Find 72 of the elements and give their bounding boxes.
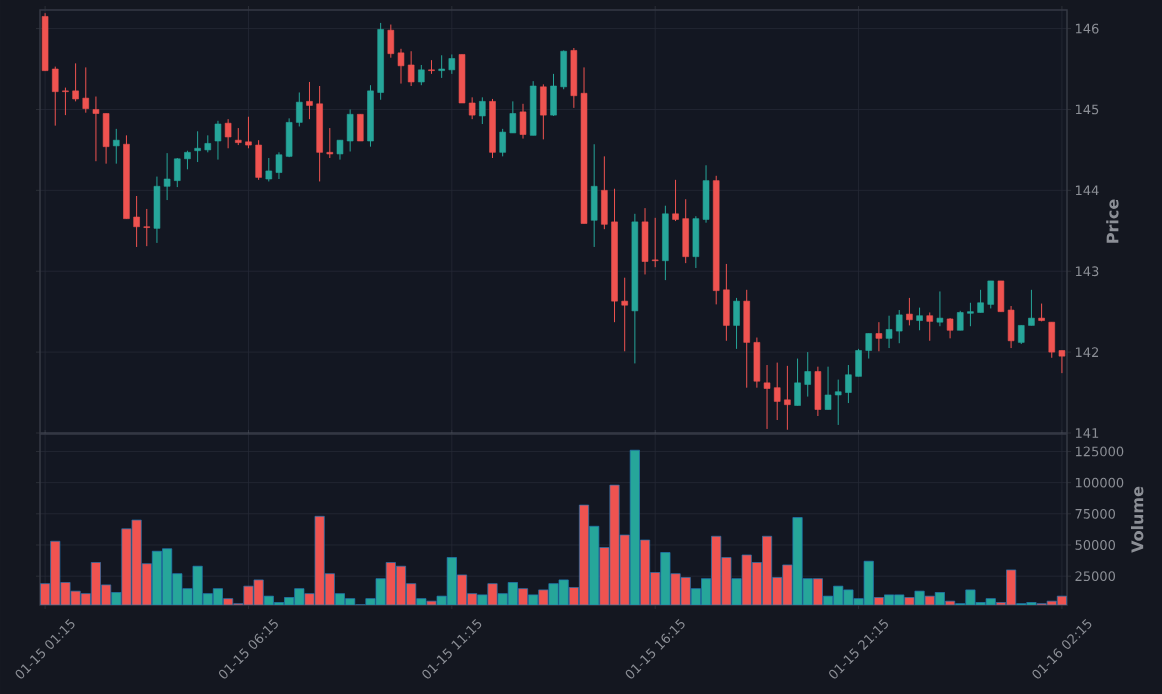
candlestick [895, 309, 903, 344]
candlestick [438, 54, 445, 79]
candlestick [72, 62, 79, 102]
candlestick [875, 321, 883, 352]
candlestick [845, 364, 852, 404]
candlestick [1018, 324, 1025, 345]
candlestick [519, 103, 527, 140]
candlestick [784, 365, 791, 431]
y-tick-label: 146 [1075, 23, 1099, 34]
candlestick [407, 50, 415, 87]
candlestick [1028, 289, 1035, 326]
candlestick [92, 96, 100, 162]
candlestick [834, 379, 842, 426]
candlestick [479, 96, 486, 125]
candlestick [773, 362, 781, 421]
candlestick [113, 128, 120, 165]
candlestick [672, 179, 679, 222]
candlestick [885, 315, 893, 349]
candlestick [499, 128, 506, 157]
candlestick [306, 81, 313, 120]
candlestick [509, 100, 517, 134]
candlestick [275, 151, 283, 180]
candlestick [52, 66, 59, 127]
candlestick [326, 127, 334, 159]
y-axis-title: Price [1106, 199, 1119, 243]
y-tick-label: 145 [1075, 104, 1099, 115]
candlestick [865, 333, 872, 360]
candlestick [62, 87, 69, 116]
candlestick [957, 310, 964, 331]
candlestick [1058, 349, 1066, 374]
candlestick [946, 317, 954, 339]
candlestick [987, 280, 994, 309]
candlestick [936, 290, 944, 327]
candlestick [184, 150, 191, 170]
candlestick [916, 307, 923, 331]
candlestick [163, 152, 171, 201]
candlestick [763, 364, 771, 430]
candlestick [336, 139, 344, 161]
candlestick [804, 351, 811, 398]
candlestick [468, 96, 476, 120]
candlestick [224, 118, 232, 149]
y-tick-label: 141 [1075, 428, 1099, 438]
candlestick [967, 302, 974, 327]
y-tick-label: 75000 [1075, 508, 1116, 519]
candlestick [387, 24, 395, 59]
candlestick [265, 157, 273, 182]
y-tick-label: 142 [1075, 347, 1099, 357]
y-tick-label: 50000 [1075, 540, 1116, 550]
candlestick [794, 358, 801, 406]
y-axis-title: Volume [1131, 486, 1144, 553]
candlestick [418, 64, 425, 86]
y-tick-label: 143 [1075, 266, 1099, 277]
y-tick-label: 144 [1075, 185, 1099, 196]
candlestick [977, 289, 984, 313]
candlestick [143, 208, 151, 247]
candlestick [926, 311, 933, 342]
candlestick [133, 195, 140, 248]
candlestick [174, 157, 181, 188]
y-tick-label: 25000 [1075, 571, 1116, 582]
candlestick [651, 217, 659, 268]
y-tick-label: 125000 [1075, 446, 1124, 457]
candlestick [245, 116, 252, 149]
candlestick [906, 297, 913, 326]
candlestick [621, 277, 628, 352]
candlestick [82, 66, 90, 114]
candlestick [296, 91, 303, 127]
candlestick [397, 48, 405, 85]
y-tick-label: 100000 [1075, 477, 1124, 488]
candlestick [214, 120, 222, 161]
candlestick [824, 366, 832, 411]
candlestick [194, 130, 201, 163]
candlestick [448, 53, 456, 75]
